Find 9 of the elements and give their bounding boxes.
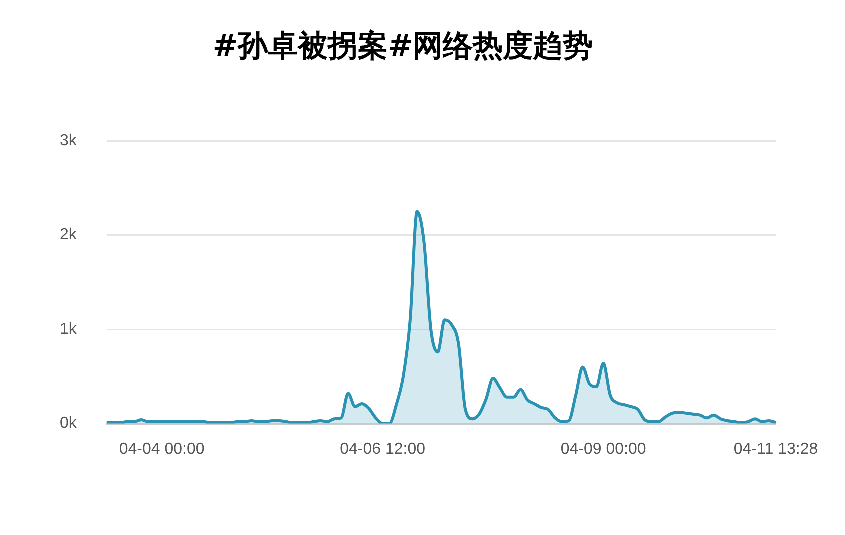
y-tick-label: 1k [60, 320, 78, 338]
y-tick-label: 3k [60, 132, 78, 150]
x-tick-label: 04-11 13:28 [734, 440, 818, 458]
y-tick-label: 2k [60, 226, 78, 244]
chart-title: #孙卓被拐案#网络热度趋势 [212, 28, 594, 64]
x-tick-label: 04-09 00:00 [560, 440, 646, 458]
x-tick-label: 04-04 00:00 [119, 440, 205, 458]
y-tick-label: 0k [60, 415, 78, 432]
x-tick-label: 04-06 12:00 [340, 440, 426, 458]
